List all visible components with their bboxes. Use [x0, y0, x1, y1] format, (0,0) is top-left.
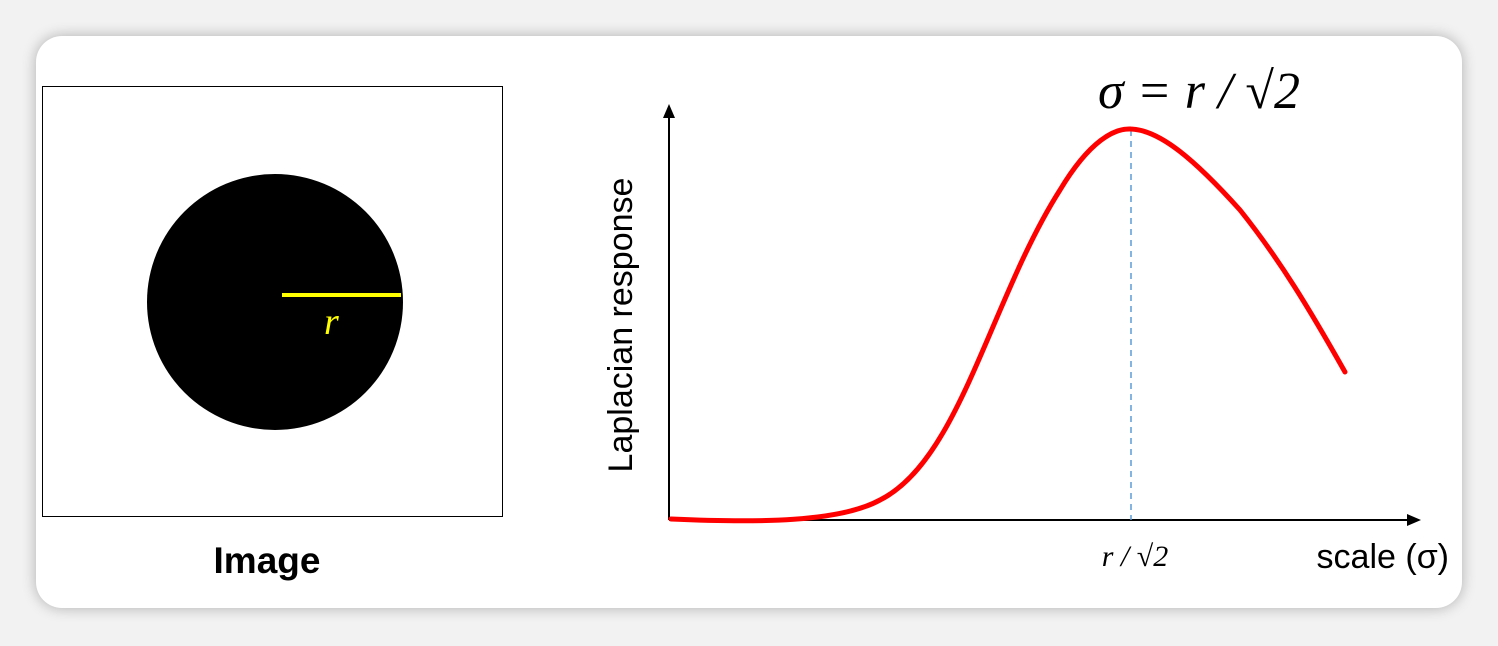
blob-disc — [147, 174, 403, 430]
x-axis-label: scale (σ) — [1317, 538, 1449, 576]
y-axis-label: Laplacian response — [602, 178, 640, 473]
sigma-formula: σ = r / √2 — [1098, 63, 1300, 120]
image-canvas: r — [147, 174, 403, 430]
radius-label: r — [324, 301, 339, 343]
peak-tick-label: r / √2 — [1102, 540, 1168, 573]
image-caption: Image — [213, 540, 321, 581]
x-axis-arrow-icon — [1407, 514, 1421, 526]
image-frame: r — [42, 86, 503, 517]
y-axis-arrow-icon — [663, 104, 675, 118]
response-curve — [668, 126, 1348, 524]
